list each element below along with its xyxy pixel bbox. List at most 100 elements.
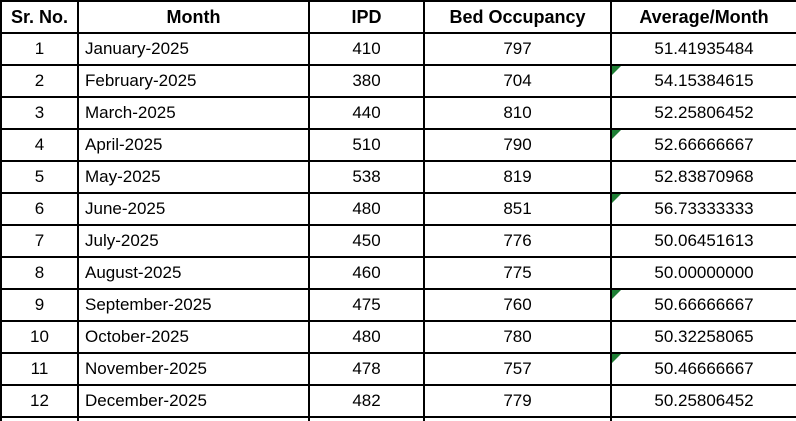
cell-bed-occupancy[interactable]: 851: [423, 192, 612, 226]
cell-average-value: 52.25806452: [654, 103, 754, 122]
table-row: 12 December-2025 482 779 50.25806452: [0, 384, 796, 418]
cell-sr[interactable]: [0, 416, 79, 421]
table-row: 6 June-2025 480 851 56.73333333: [0, 192, 796, 226]
cell-month[interactable]: May-2025: [77, 160, 310, 194]
cell-sr[interactable]: 7: [0, 224, 79, 258]
header-month[interactable]: Month: [77, 0, 310, 34]
cell-average-value: 50.00000000: [654, 263, 754, 282]
cell-ipd[interactable]: 475: [308, 288, 425, 322]
cell-average-total[interactable]: 51.49589041: [610, 416, 796, 421]
cell-bed-occupancy[interactable]: 819: [423, 160, 612, 194]
table-row: 1 January-2025 410 797 51.41935484: [0, 32, 796, 66]
cell-average[interactable]: 50.25806452: [610, 384, 796, 418]
cell-month[interactable]: October-2025: [77, 320, 310, 354]
cell-month[interactable]: February-2025: [77, 64, 310, 98]
cell-bed-occupancy[interactable]: 797: [423, 32, 612, 66]
error-indicator-icon: [613, 67, 621, 75]
cell-average-value: 50.66666667: [654, 295, 754, 314]
cell-bed-occupancy[interactable]: 776: [423, 224, 612, 258]
table-row: 10 October-2025 480 780 50.32258065: [0, 320, 796, 354]
cell-ipd[interactable]: 478: [308, 352, 425, 386]
header-average-month[interactable]: Average/Month: [610, 0, 796, 34]
grand-total-row: Grand Total 5583 9398 51.49589041: [0, 416, 796, 421]
cell-average[interactable]: 50.32258065: [610, 320, 796, 354]
table-row: 9 September-2025 475 760 50.66666667: [0, 288, 796, 322]
cell-average[interactable]: 50.66666667: [610, 288, 796, 322]
table-row: 4 April-2025 510 790 52.66666667: [0, 128, 796, 162]
cell-sr[interactable]: 12: [0, 384, 79, 418]
cell-month[interactable]: January-2025: [77, 32, 310, 66]
cell-ipd[interactable]: 538: [308, 160, 425, 194]
cell-ipd[interactable]: 460: [308, 256, 425, 290]
cell-sr[interactable]: 10: [0, 320, 79, 354]
cell-average[interactable]: 54.15384615: [610, 64, 796, 98]
cell-sr[interactable]: 8: [0, 256, 79, 290]
cell-bed-occupancy[interactable]: 704: [423, 64, 612, 98]
cell-average[interactable]: 56.73333333: [610, 192, 796, 226]
cell-sr[interactable]: 11: [0, 352, 79, 386]
table-row: 11 November-2025 478 757 50.46666667: [0, 352, 796, 386]
cell-month[interactable]: August-2025: [77, 256, 310, 290]
cell-bed-occupancy[interactable]: 775: [423, 256, 612, 290]
cell-month[interactable]: July-2025: [77, 224, 310, 258]
table-body: 1 January-2025 410 797 51.41935484 2 Feb…: [0, 32, 796, 418]
cell-average[interactable]: 52.66666667: [610, 128, 796, 162]
cell-average-value: 52.66666667: [654, 135, 754, 154]
table-row: 3 March-2025 440 810 52.25806452: [0, 96, 796, 130]
cell-sr[interactable]: 1: [0, 32, 79, 66]
cell-average-value: 50.06451613: [654, 231, 754, 250]
cell-bed-occupancy[interactable]: 780: [423, 320, 612, 354]
cell-bed-occupancy[interactable]: 810: [423, 96, 612, 130]
cell-average-value: 52.83870968: [654, 167, 754, 186]
cell-average-value: 56.73333333: [654, 199, 754, 218]
cell-sr[interactable]: 9: [0, 288, 79, 322]
cell-bed-occupancy[interactable]: 760: [423, 288, 612, 322]
cell-sr[interactable]: 3: [0, 96, 79, 130]
header-ipd[interactable]: IPD: [308, 0, 425, 34]
cell-month[interactable]: December-2025: [77, 384, 310, 418]
table-row: 5 May-2025 538 819 52.83870968: [0, 160, 796, 194]
cell-average-value: 50.46666667: [654, 359, 754, 378]
cell-sr[interactable]: 2: [0, 64, 79, 98]
cell-bed-occupancy[interactable]: 779: [423, 384, 612, 418]
header-sr-no[interactable]: Sr. No.: [0, 0, 79, 34]
cell-ipd[interactable]: 510: [308, 128, 425, 162]
cell-sr[interactable]: 4: [0, 128, 79, 162]
cell-month[interactable]: November-2025: [77, 352, 310, 386]
cell-average-value: 51.41935484: [654, 39, 754, 58]
error-indicator-icon: [613, 291, 621, 299]
cell-month[interactable]: June-2025: [77, 192, 310, 226]
cell-ipd[interactable]: 410: [308, 32, 425, 66]
cell-grand-total-label[interactable]: Grand Total: [77, 416, 310, 421]
cell-average[interactable]: 50.46666667: [610, 352, 796, 386]
cell-ipd[interactable]: 482: [308, 384, 425, 418]
header-row: Sr. No. Month IPD Bed Occupancy Average/…: [0, 0, 796, 34]
header-bed-occupancy[interactable]: Bed Occupancy: [423, 0, 612, 34]
cell-month[interactable]: March-2025: [77, 96, 310, 130]
cell-average-value: 54.15384615: [654, 71, 754, 90]
cell-ipd[interactable]: 440: [308, 96, 425, 130]
cell-ipd[interactable]: 480: [308, 320, 425, 354]
cell-ipd-total[interactable]: 5583: [308, 416, 425, 421]
error-indicator-icon: [613, 195, 621, 203]
cell-month[interactable]: September-2025: [77, 288, 310, 322]
cell-bed-occupancy-total[interactable]: 9398: [423, 416, 612, 421]
cell-average[interactable]: 50.06451613: [610, 224, 796, 258]
cell-sr[interactable]: 5: [0, 160, 79, 194]
cell-bed-occupancy[interactable]: 790: [423, 128, 612, 162]
error-indicator-icon: [613, 131, 621, 139]
error-indicator-icon: [613, 355, 621, 363]
cell-average[interactable]: 52.83870968: [610, 160, 796, 194]
cell-average[interactable]: 50.00000000: [610, 256, 796, 290]
cell-ipd[interactable]: 480: [308, 192, 425, 226]
table-row: 8 August-2025 460 775 50.00000000: [0, 256, 796, 290]
cell-ipd[interactable]: 380: [308, 64, 425, 98]
cell-average[interactable]: 52.25806452: [610, 96, 796, 130]
cell-sr[interactable]: 6: [0, 192, 79, 226]
cell-average[interactable]: 51.41935484: [610, 32, 796, 66]
table-row: 7 July-2025 450 776 50.06451613: [0, 224, 796, 258]
cell-month[interactable]: April-2025: [77, 128, 310, 162]
cell-bed-occupancy[interactable]: 757: [423, 352, 612, 386]
cell-ipd[interactable]: 450: [308, 224, 425, 258]
